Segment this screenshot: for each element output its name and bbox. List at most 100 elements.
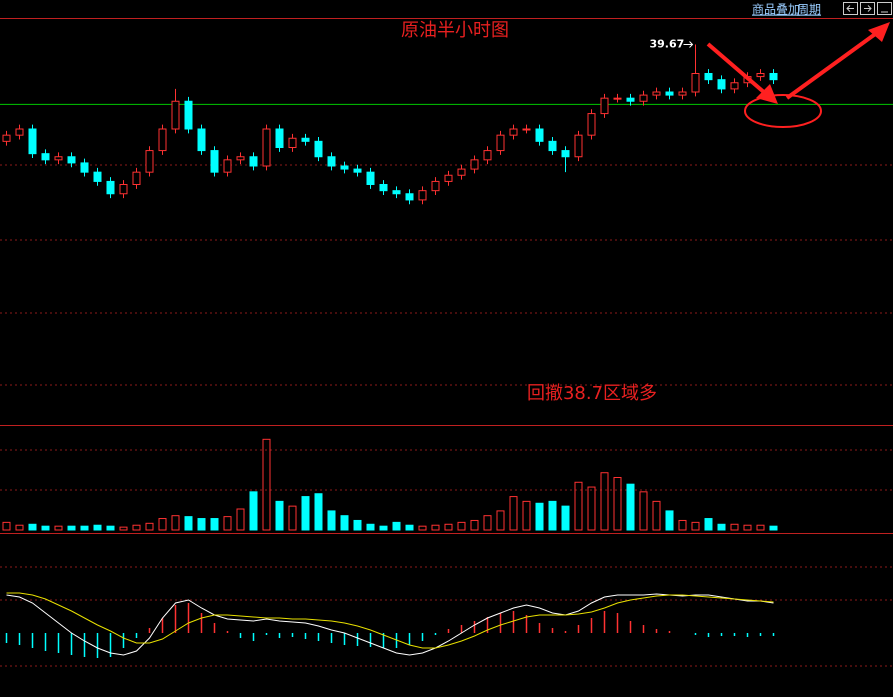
candle-body xyxy=(561,150,570,158)
volume-bar xyxy=(301,496,310,531)
candle-body xyxy=(730,82,739,90)
volume-bar xyxy=(756,524,765,531)
volume-bar xyxy=(145,522,154,531)
volume-bar xyxy=(327,510,336,531)
volume-bar xyxy=(665,510,674,531)
candle-body xyxy=(119,184,128,195)
volume-bar xyxy=(717,523,726,531)
volume-bar xyxy=(184,516,193,531)
candle-body xyxy=(587,113,596,136)
candle-body xyxy=(15,128,24,136)
volume-bar xyxy=(28,523,37,531)
candle-body xyxy=(197,128,206,152)
annotation: 回撤38.7区域多 xyxy=(527,383,657,404)
candle-body xyxy=(418,190,427,201)
candle-body xyxy=(184,100,193,130)
candle-body xyxy=(665,91,674,96)
volume-bar xyxy=(613,477,622,531)
candle-body xyxy=(600,97,609,115)
candle-body xyxy=(392,190,401,195)
volume-bar xyxy=(743,524,752,531)
toolbar-item[interactable]: 商品叠加 xyxy=(752,2,800,17)
volume-bar xyxy=(769,525,778,531)
volume-bar xyxy=(392,521,401,531)
candle-body xyxy=(80,162,89,173)
candle-body xyxy=(171,100,180,130)
volume-bar xyxy=(730,523,739,531)
volume-bar xyxy=(418,525,427,531)
volume-bar xyxy=(223,516,232,531)
candle-body xyxy=(704,73,713,81)
volume-bar xyxy=(249,491,258,531)
volume-bar xyxy=(470,519,479,531)
volume-bar xyxy=(600,472,609,531)
candle-body xyxy=(626,97,635,102)
volume-bar xyxy=(431,524,440,531)
volume-bar xyxy=(574,481,583,531)
candle-body xyxy=(613,97,622,100)
volume-bar xyxy=(197,518,206,531)
candle-body xyxy=(769,73,778,81)
volume-bar xyxy=(262,438,271,531)
macd-dea-line xyxy=(6,592,774,649)
volume-bar xyxy=(509,496,518,531)
volume-bar xyxy=(587,486,596,531)
volume-bar xyxy=(67,525,76,531)
candle-body xyxy=(41,153,50,161)
volume-bar xyxy=(119,526,128,531)
volume-bar xyxy=(41,525,50,531)
candle-body xyxy=(496,134,505,152)
candle-body xyxy=(106,180,115,195)
volume-bar xyxy=(483,515,492,531)
chart-title: 原油半小时图 xyxy=(401,20,509,41)
volume-bar xyxy=(704,518,713,531)
volume-bar xyxy=(54,525,63,531)
volume-bar xyxy=(678,519,687,531)
candle-body xyxy=(340,165,349,170)
volume-bar xyxy=(405,524,414,531)
candle-body xyxy=(366,171,375,186)
volume-bar xyxy=(314,493,323,531)
candle-body xyxy=(249,156,258,167)
candle-body xyxy=(522,128,531,131)
candle-body xyxy=(457,168,466,176)
candle-body xyxy=(470,159,479,170)
volume-bar xyxy=(288,505,297,531)
volume-bar xyxy=(496,510,505,531)
nav-buttons[interactable] xyxy=(843,2,892,15)
volume-bar xyxy=(93,524,102,531)
candle-body xyxy=(288,137,297,148)
candle-body xyxy=(483,150,492,161)
volume-bar xyxy=(106,525,115,531)
volume-bar xyxy=(340,515,349,531)
volume-bar xyxy=(171,515,180,531)
volume-bar xyxy=(639,491,648,531)
candle-body xyxy=(379,184,388,192)
candle-body xyxy=(678,91,687,96)
candle-body xyxy=(431,180,440,192)
volume-bar xyxy=(15,524,24,531)
volume-bar xyxy=(366,523,375,531)
peak-arrow xyxy=(683,41,694,48)
volume-bar xyxy=(353,519,362,531)
candle-body xyxy=(236,156,245,161)
candle-body xyxy=(28,128,37,155)
candle-body xyxy=(405,193,414,201)
volume-bar xyxy=(2,521,11,531)
volume-bar xyxy=(626,483,635,531)
volume-bar xyxy=(535,502,544,531)
candle-body xyxy=(353,168,362,173)
candle-body xyxy=(314,140,323,158)
candle-body xyxy=(54,156,63,161)
candle-body xyxy=(223,159,232,173)
toolbar-item[interactable]: 周期 xyxy=(797,3,821,17)
volume-bar xyxy=(275,500,284,531)
volume-bar xyxy=(210,518,219,531)
candle-body xyxy=(717,79,726,90)
candle-body xyxy=(639,94,648,102)
candle-body xyxy=(301,137,310,142)
candle-body xyxy=(275,128,284,148)
volume-bar xyxy=(652,500,661,531)
